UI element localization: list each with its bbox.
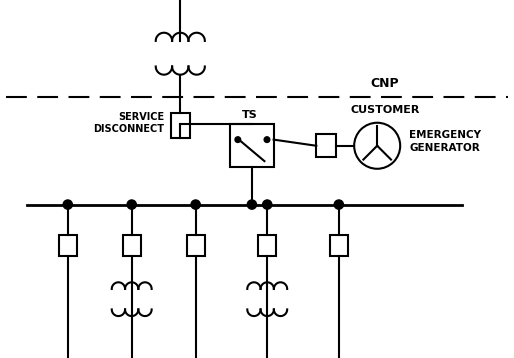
Circle shape	[191, 200, 200, 209]
Bar	[316, 134, 336, 157]
Circle shape	[235, 137, 241, 142]
Bar	[230, 124, 273, 168]
Circle shape	[247, 200, 256, 209]
Circle shape	[63, 200, 72, 209]
Bar	[123, 235, 141, 256]
Circle shape	[263, 200, 272, 209]
Bar	[171, 113, 190, 137]
Circle shape	[127, 200, 136, 209]
Text: CNP: CNP	[371, 77, 399, 90]
Text: SERVICE
DISCONNECT: SERVICE DISCONNECT	[94, 112, 164, 134]
Bar	[330, 235, 348, 256]
Bar	[59, 235, 77, 256]
Circle shape	[334, 200, 343, 209]
Text: EMERGENCY
GENERATOR: EMERGENCY GENERATOR	[410, 130, 482, 153]
Text: CUSTOMER: CUSTOMER	[350, 105, 419, 115]
Circle shape	[264, 137, 270, 142]
Text: TS: TS	[242, 110, 257, 120]
Bar	[258, 235, 276, 256]
Bar	[187, 235, 205, 256]
